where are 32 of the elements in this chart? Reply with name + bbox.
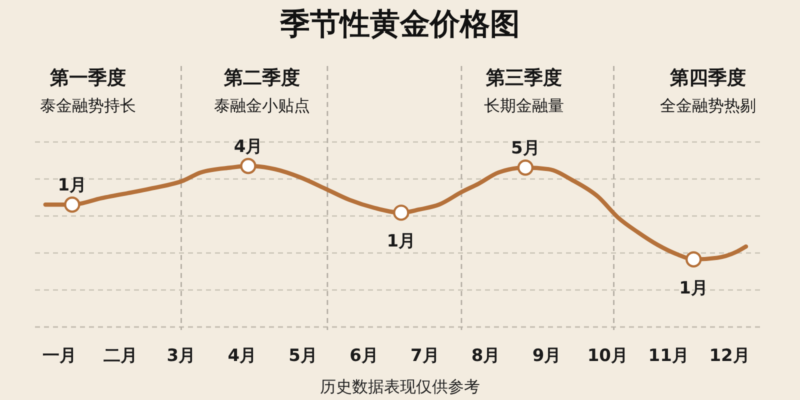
text: 全金融势热剔: [660, 96, 756, 115]
point: [64, 196, 80, 213]
annotation: 1月: [679, 278, 708, 298]
text: 第四季度: [669, 67, 746, 89]
point: [685, 251, 702, 268]
chart-title: 季节性黄金价格图: [279, 7, 520, 42]
text: 第三季度: [485, 67, 562, 89]
text: 泰金融势持长: [40, 96, 136, 115]
annotation: 5月: [511, 138, 540, 159]
annotation: 1月: [386, 232, 416, 252]
point: [517, 160, 534, 176]
x-tick-label: 一月: [42, 346, 76, 366]
text: 泰融金小贴点: [214, 96, 310, 115]
text: 长期金融量: [484, 96, 564, 115]
x-tick-label: 3月: [166, 346, 196, 366]
annotation: 1月: [58, 176, 87, 196]
text: 历史数据表现仅供参考: [320, 377, 480, 396]
x-tick-label: 5月: [288, 346, 318, 366]
annotation: 4月: [234, 137, 263, 157]
x-tick-label: 4月: [228, 346, 257, 366]
text: 第二季度: [223, 67, 300, 89]
x-tick-label: 12月: [709, 346, 750, 366]
x-tick-label: 7月: [410, 346, 440, 366]
x-tick-label: 8月: [471, 346, 500, 366]
text: 第一季度: [49, 67, 126, 89]
x-tick-label: 10月: [587, 346, 628, 366]
x-tick-label: 二月: [103, 346, 138, 366]
x-tick-label: 6月: [350, 346, 378, 366]
point: [393, 204, 410, 221]
point: [240, 158, 256, 174]
x-tick-label: 9月: [532, 346, 562, 366]
x-tick-label: 11月: [648, 346, 689, 366]
